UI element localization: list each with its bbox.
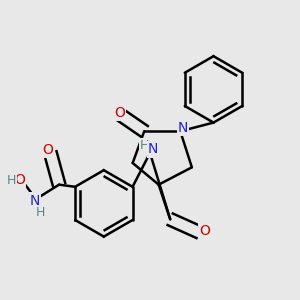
Text: O: O	[114, 106, 125, 120]
Text: N: N	[178, 121, 188, 135]
Text: N: N	[29, 194, 40, 208]
Text: O: O	[14, 173, 25, 187]
Text: H: H	[36, 206, 45, 219]
Text: H: H	[140, 139, 149, 152]
Text: H: H	[7, 174, 16, 187]
Text: O: O	[200, 224, 210, 238]
Text: O: O	[43, 143, 53, 157]
Text: N: N	[148, 142, 158, 156]
